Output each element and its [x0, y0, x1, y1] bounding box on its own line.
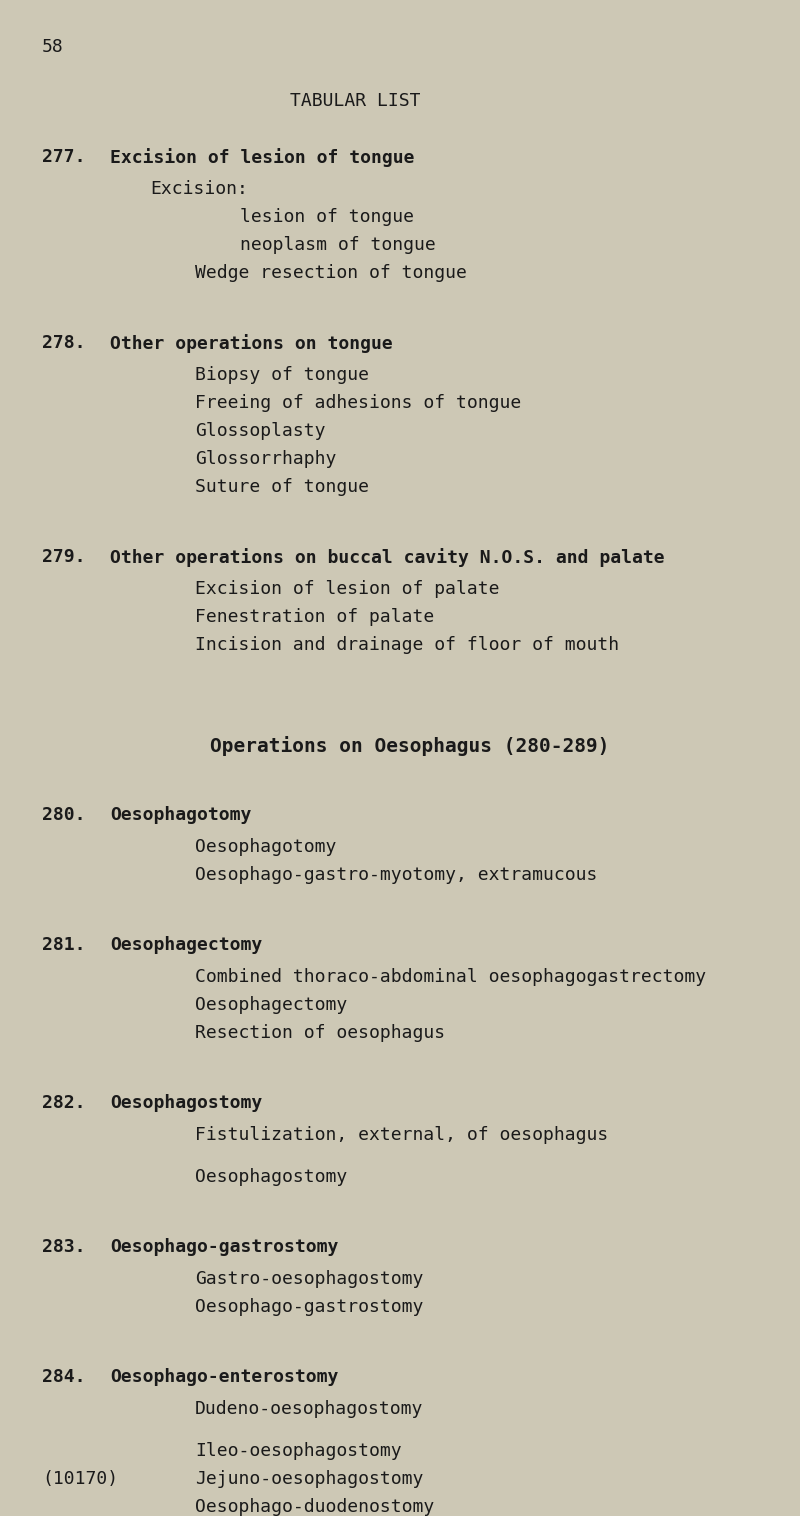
- Text: 278.: 278.: [42, 334, 86, 352]
- Text: (10170): (10170): [42, 1471, 118, 1489]
- Text: 281.: 281.: [42, 935, 86, 954]
- Text: Fenestration of palate: Fenestration of palate: [195, 608, 434, 626]
- Text: Suture of tongue: Suture of tongue: [195, 478, 369, 496]
- Text: Freeing of adhesions of tongue: Freeing of adhesions of tongue: [195, 394, 522, 412]
- Text: Combined thoraco-abdominal oesophagogastrectomy: Combined thoraco-abdominal oesophagogast…: [195, 969, 706, 985]
- Text: Resection of oesophagus: Resection of oesophagus: [195, 1023, 445, 1041]
- Text: Oesophagectomy: Oesophagectomy: [195, 996, 347, 1014]
- Text: Oesophagostomy: Oesophagostomy: [195, 1167, 347, 1186]
- Text: Excision:: Excision:: [150, 180, 248, 199]
- Text: 277.: 277.: [42, 149, 86, 165]
- Text: Oesophago-enterostomy: Oesophago-enterostomy: [110, 1367, 338, 1386]
- Text: neoplasm of tongue: neoplasm of tongue: [240, 236, 436, 255]
- Text: Glossorrhaphy: Glossorrhaphy: [195, 450, 336, 468]
- Text: Oesophago-gastro-myotomy, extramucous: Oesophago-gastro-myotomy, extramucous: [195, 866, 598, 884]
- Text: Oesophago-gastrostomy: Oesophago-gastrostomy: [110, 1239, 338, 1255]
- Text: Oesophago-duodenostomy: Oesophago-duodenostomy: [195, 1498, 434, 1516]
- Text: 282.: 282.: [42, 1095, 86, 1113]
- Text: Jejuno-oesophagostomy: Jejuno-oesophagostomy: [195, 1471, 423, 1489]
- Text: Oesophagectomy: Oesophagectomy: [110, 935, 262, 954]
- Text: 284.: 284.: [42, 1367, 86, 1386]
- Text: Excision of lesion of palate: Excision of lesion of palate: [195, 581, 499, 597]
- Text: Gastro-oesophagostomy: Gastro-oesophagostomy: [195, 1270, 423, 1289]
- Text: Fistulization, external, of oesophagus: Fistulization, external, of oesophagus: [195, 1126, 608, 1145]
- Text: Oesophago-gastrostomy: Oesophago-gastrostomy: [195, 1298, 423, 1316]
- Text: 58: 58: [42, 38, 64, 56]
- Text: Excision of lesion of tongue: Excision of lesion of tongue: [110, 149, 414, 167]
- Text: 280.: 280.: [42, 807, 86, 825]
- Text: Biopsy of tongue: Biopsy of tongue: [195, 365, 369, 384]
- Text: Wedge resection of tongue: Wedge resection of tongue: [195, 264, 467, 282]
- Text: Dudeno-oesophagostomy: Dudeno-oesophagostomy: [195, 1399, 423, 1417]
- Text: Oesophagostomy: Oesophagostomy: [110, 1095, 262, 1113]
- Text: TABULAR LIST: TABULAR LIST: [290, 92, 421, 111]
- Text: Incision and drainage of floor of mouth: Incision and drainage of floor of mouth: [195, 637, 619, 653]
- Text: Oesophagotomy: Oesophagotomy: [195, 838, 336, 857]
- Text: Other operations on buccal cavity N.O.S. and palate: Other operations on buccal cavity N.O.S.…: [110, 547, 665, 567]
- Text: Glossoplasty: Glossoplasty: [195, 421, 326, 440]
- Text: Other operations on tongue: Other operations on tongue: [110, 334, 393, 353]
- Text: Operations on Oesophagus (280-289): Operations on Oesophagus (280-289): [210, 735, 610, 756]
- Text: 279.: 279.: [42, 547, 86, 565]
- Text: 283.: 283.: [42, 1239, 86, 1255]
- Text: Oesophagotomy: Oesophagotomy: [110, 807, 251, 825]
- Text: Ileo-oesophagostomy: Ileo-oesophagostomy: [195, 1442, 402, 1460]
- Text: lesion of tongue: lesion of tongue: [240, 208, 414, 226]
